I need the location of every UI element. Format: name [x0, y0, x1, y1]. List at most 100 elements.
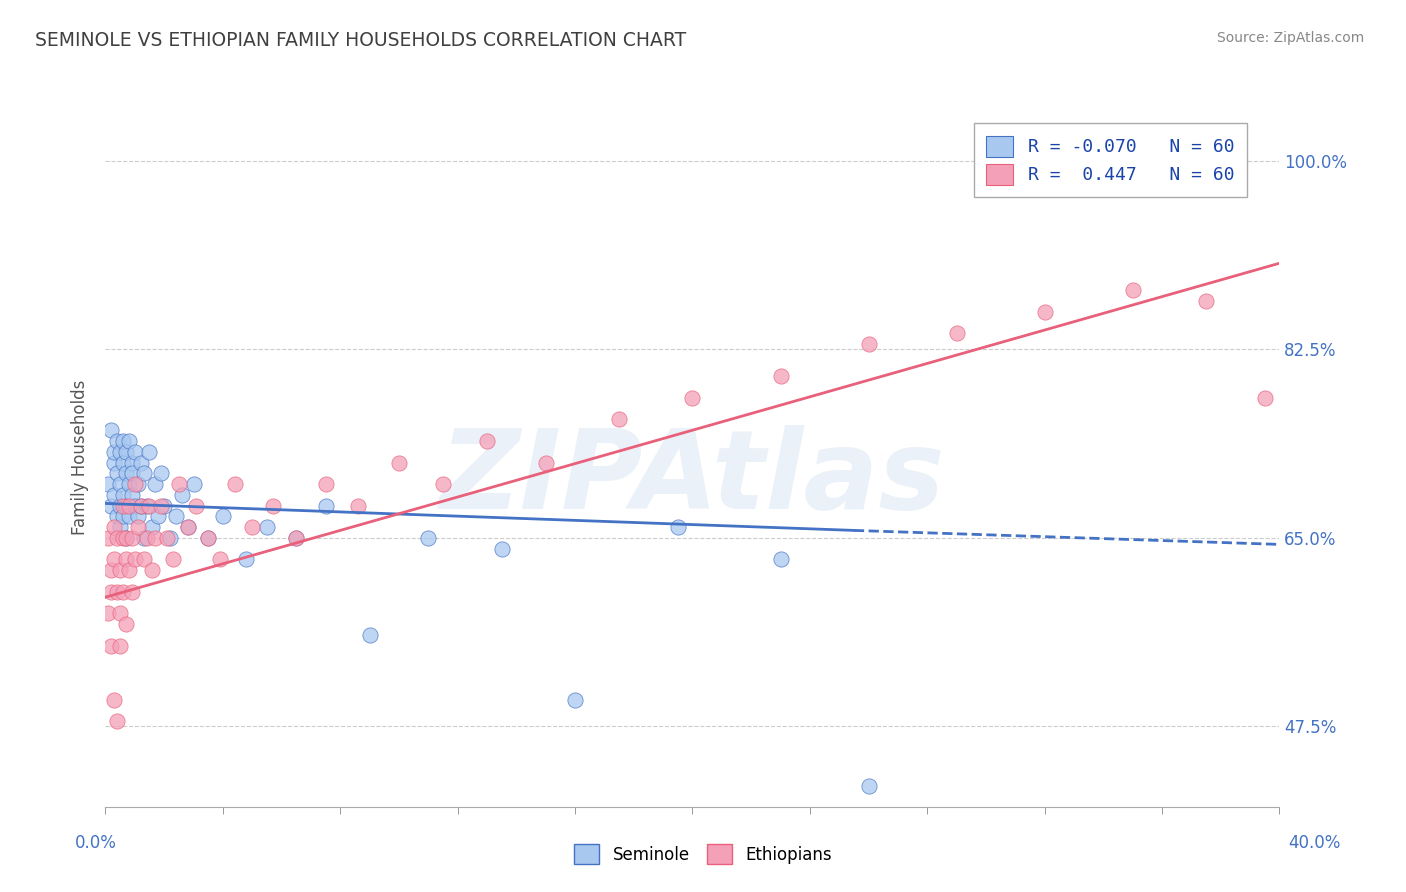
Point [100, 563, 122, 577]
Point [124, 552, 146, 566]
Point [127, 520, 149, 534]
Point [118, 563, 141, 577]
Point [124, 499, 146, 513]
Point [666, 520, 689, 534]
Point [129, 456, 152, 470]
Point [156, 531, 179, 545]
Text: SEMINOLE VS ETHIOPIAN FAMILY HOUSEHOLDS CORRELATION CHART: SEMINOLE VS ETHIOPIAN FAMILY HOUSEHOLDS … [35, 31, 686, 50]
Point [159, 531, 181, 545]
Point [143, 477, 166, 491]
Point [103, 520, 125, 534]
Point [262, 499, 284, 513]
Point [97, 531, 120, 545]
Point [858, 337, 880, 351]
Point [103, 692, 125, 706]
Point [211, 509, 233, 524]
Point [682, 391, 704, 405]
Point [108, 563, 131, 577]
Point [105, 714, 128, 728]
Point [108, 444, 131, 458]
Point [97, 477, 120, 491]
Point [118, 477, 141, 491]
Point [858, 779, 880, 793]
Point [100, 423, 122, 437]
Point [135, 531, 157, 545]
Point [491, 541, 513, 556]
Point [108, 499, 131, 513]
Point [432, 477, 454, 491]
Text: 40.0%: 40.0% [1288, 834, 1341, 852]
Point [127, 509, 149, 524]
Point [108, 639, 131, 653]
Point [105, 509, 128, 524]
Point [121, 456, 143, 470]
Point [103, 444, 125, 458]
Text: 0.0%: 0.0% [75, 834, 117, 852]
Point [112, 531, 135, 545]
Point [124, 477, 146, 491]
Point [162, 552, 184, 566]
Point [150, 499, 173, 513]
Point [115, 444, 138, 458]
Point [945, 326, 967, 341]
Point [108, 607, 131, 621]
Point [418, 531, 440, 545]
Point [475, 434, 498, 448]
Point [769, 552, 792, 566]
Point [153, 499, 176, 513]
Point [388, 456, 411, 470]
Point [108, 520, 131, 534]
Point [129, 499, 152, 513]
Point [103, 488, 125, 502]
Point [315, 499, 337, 513]
Point [197, 531, 219, 545]
Point [1195, 293, 1218, 308]
Point [176, 520, 198, 534]
Point [315, 477, 337, 491]
Point [121, 584, 143, 599]
Point [1122, 283, 1144, 297]
Point [121, 531, 143, 545]
Point [769, 369, 792, 384]
Point [132, 531, 155, 545]
Point [141, 563, 163, 577]
Point [150, 467, 173, 481]
Point [115, 552, 138, 566]
Point [256, 520, 278, 534]
Point [115, 467, 138, 481]
Point [235, 552, 257, 566]
Point [148, 509, 170, 524]
Point [124, 444, 146, 458]
Point [143, 531, 166, 545]
Point [1254, 391, 1277, 405]
Point [285, 531, 308, 545]
Point [105, 434, 128, 448]
Point [129, 499, 152, 513]
Point [103, 456, 125, 470]
Point [121, 488, 143, 502]
Point [118, 509, 141, 524]
Point [564, 692, 586, 706]
Point [121, 467, 143, 481]
Point [132, 467, 155, 481]
Point [165, 509, 187, 524]
Point [100, 639, 122, 653]
Point [141, 520, 163, 534]
Point [105, 531, 128, 545]
Point [1033, 304, 1056, 318]
Point [112, 509, 135, 524]
Point [115, 617, 138, 632]
Point [112, 584, 135, 599]
Point [347, 499, 370, 513]
Y-axis label: Family Households: Family Households [72, 379, 90, 535]
Point [103, 552, 125, 566]
Point [105, 467, 128, 481]
Point [534, 456, 557, 470]
Point [97, 607, 120, 621]
Point [112, 499, 135, 513]
Point [170, 488, 193, 502]
Point [186, 499, 208, 513]
Point [167, 477, 190, 491]
Point [100, 584, 122, 599]
Legend: R = -0.070   N = 60, R =  0.447   N = 60: R = -0.070 N = 60, R = 0.447 N = 60 [973, 123, 1247, 197]
